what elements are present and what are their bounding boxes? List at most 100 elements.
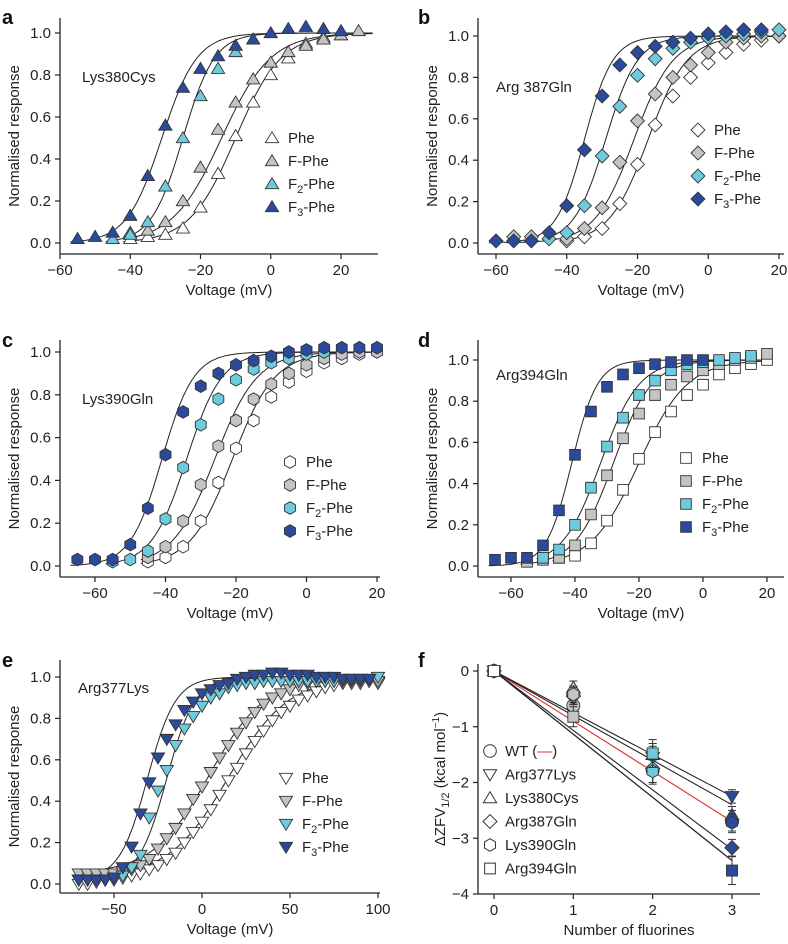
- data-point: [300, 357, 313, 372]
- data-point: [97, 874, 113, 888]
- x-tick-label: 100: [365, 901, 390, 918]
- fit-curve-f-phe: [123, 33, 373, 240]
- data-point: [617, 411, 629, 424]
- data-point: [264, 667, 280, 681]
- series-f2-phe: [537, 350, 757, 564]
- data-point: [175, 130, 191, 144]
- data-point: [724, 839, 740, 856]
- data-point: [70, 231, 85, 244]
- data-point: [649, 358, 661, 370]
- data-point: [212, 439, 225, 454]
- data-point: [150, 785, 166, 799]
- data-point: [140, 229, 156, 242]
- data-point: [230, 413, 242, 428]
- data-point: [646, 764, 659, 779]
- data-point: [265, 377, 278, 391]
- y-tick-label: −1: [452, 719, 469, 736]
- data-point: [713, 354, 725, 366]
- fit-line-lys380cys: [493, 670, 733, 806]
- x-tick-label: 20: [771, 262, 788, 279]
- data-point: [185, 793, 201, 807]
- data-point: [489, 554, 501, 566]
- legend-label-phe: Phe: [306, 454, 333, 471]
- x-axis-label: Voltage (mV): [598, 282, 685, 299]
- data-point: [256, 669, 272, 683]
- data-point: [141, 853, 157, 867]
- data-point: [141, 777, 157, 790]
- legend-marker-f-phe: [278, 795, 294, 809]
- data-point: [601, 469, 613, 482]
- data-point: [194, 688, 210, 701]
- data-point: [159, 853, 175, 867]
- legend-marker: [483, 744, 497, 758]
- data-point: [576, 198, 593, 214]
- legend-marker-f-phe: [284, 478, 296, 492]
- data-point: [159, 512, 172, 526]
- data-point: [318, 340, 331, 355]
- series-f3-phe: [489, 354, 709, 566]
- panel-c: −60 −40 −20 0 20 0.0 0.2 0.4 0.6 0.8 1.0 Voltage (m…: [2, 330, 385, 622]
- data-point: [228, 44, 244, 58]
- data-point: [601, 380, 613, 393]
- data-point: [335, 340, 348, 355]
- legend-marker-f2-phe: [264, 176, 280, 190]
- data-point: [316, 21, 331, 34]
- data-point: [273, 688, 289, 701]
- data-point: [141, 544, 154, 558]
- data-point: [229, 727, 245, 741]
- series-f-phe: [506, 28, 787, 247]
- data-point: [238, 748, 254, 761]
- data-point: [724, 791, 740, 804]
- y-tick-label: 0.6: [30, 109, 51, 126]
- data-point: [194, 379, 207, 394]
- data-point: [647, 117, 663, 133]
- y-tick-label: 0.0: [448, 235, 469, 252]
- data-point: [157, 118, 173, 131]
- data-point: [245, 95, 261, 108]
- x-axis-label: Voltage (mV): [187, 605, 274, 622]
- y-tick-label: 0.2: [448, 194, 469, 211]
- x-tick-label: −40: [554, 262, 579, 279]
- data-point: [280, 51, 296, 64]
- data-point: [316, 32, 331, 45]
- x-tick-label: −60: [82, 585, 107, 602]
- data-point: [212, 392, 225, 406]
- legend-marker-f-phe: [680, 475, 692, 487]
- fit-curve-phe: [123, 33, 373, 242]
- data-point: [681, 389, 693, 401]
- data-point: [80, 868, 96, 881]
- y-tick-label: 0.8: [30, 67, 51, 84]
- data-point: [122, 208, 138, 221]
- data-point: [220, 678, 236, 691]
- data-point: [523, 233, 539, 249]
- x-tick-label: −50: [101, 901, 126, 918]
- data-point: [352, 673, 368, 687]
- data-point: [140, 168, 156, 181]
- legend-label-f3-phe: F3-Phe: [702, 519, 749, 539]
- data-point: [569, 518, 581, 531]
- data-point: [194, 514, 207, 528]
- data-point: [647, 86, 663, 102]
- data-point: [159, 733, 175, 747]
- y-axis-label: Normalised response: [424, 65, 441, 207]
- data-point: [132, 849, 148, 863]
- x-axis-label: Voltage (mV): [598, 605, 685, 622]
- data-point: [247, 392, 260, 406]
- data-point: [612, 98, 628, 114]
- data-point: [594, 88, 610, 104]
- data-point: [193, 61, 208, 74]
- data-point: [541, 225, 557, 241]
- data-point: [264, 692, 280, 705]
- data-point: [157, 179, 173, 192]
- data-point: [176, 837, 192, 850]
- series-phe: [71, 675, 386, 892]
- data-point: [177, 405, 190, 419]
- data-point: [553, 504, 565, 517]
- legend-label-f2-phe: F2-Phe: [702, 496, 749, 516]
- data-point: [194, 477, 207, 492]
- data-point: [633, 453, 645, 465]
- x-tick-label: 1: [569, 902, 577, 919]
- data-point: [247, 413, 260, 428]
- data-point: [718, 44, 734, 61]
